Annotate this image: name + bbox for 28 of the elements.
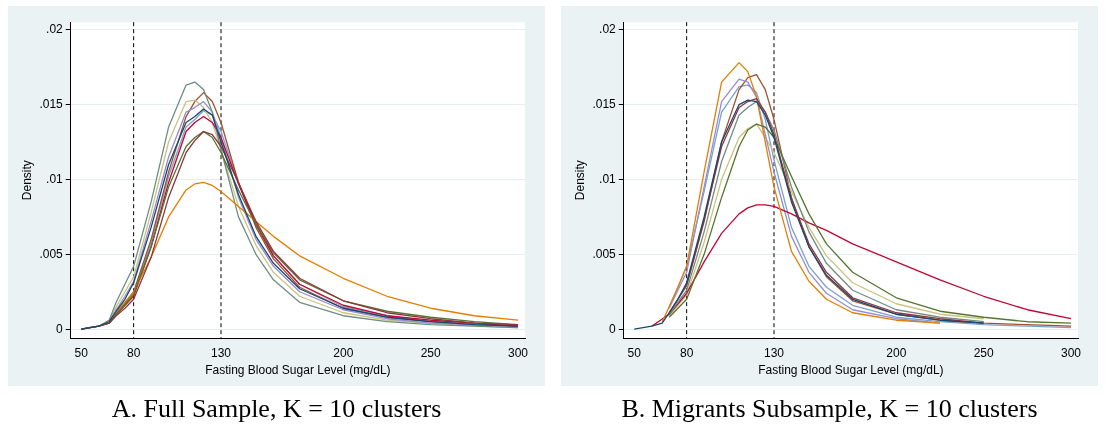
x-tick-label: 300	[508, 345, 529, 360]
x-tick-label: 130	[763, 345, 785, 360]
y-tick-label: 0	[609, 321, 617, 336]
y-tick-label: .01	[46, 171, 64, 186]
y-tick-label: .02	[46, 22, 64, 36]
y-tick-label: 0	[56, 321, 64, 336]
x-tick-label: 50	[627, 345, 642, 360]
y-axis-title: Density	[19, 160, 34, 201]
y-tick-label: .005	[39, 246, 64, 261]
x-axis-title: Fasting Blood Sugar Level (mg/dL)	[758, 363, 944, 378]
x-tick-label: 80	[679, 345, 694, 360]
y-tick-label: .015	[39, 96, 64, 111]
x-tick-label: 250	[973, 345, 994, 360]
y-tick-label: .01	[599, 171, 617, 186]
x-tick-label: 200	[333, 345, 354, 360]
x-tick-label: 130	[210, 345, 232, 360]
x-tick-label: 300	[1061, 345, 1082, 360]
x-tick-label: 250	[420, 345, 441, 360]
x-tick-label: 50	[74, 345, 89, 360]
y-tick-label: .005	[592, 246, 617, 261]
y-tick-label: .015	[592, 96, 617, 111]
y-tick-label: .02	[599, 22, 617, 36]
y-axis-title: Density	[572, 160, 587, 201]
text: A. Full Sample, K = 10 clusters	[111, 394, 442, 424]
x-axis-title: Fasting Blood Sugar Level (mg/dL)	[205, 363, 391, 378]
x-tick-label: 80	[126, 345, 141, 360]
text: B. Migrants Subsample, K = 10 clusters	[621, 394, 1038, 424]
x-tick-label: 200	[886, 345, 907, 360]
